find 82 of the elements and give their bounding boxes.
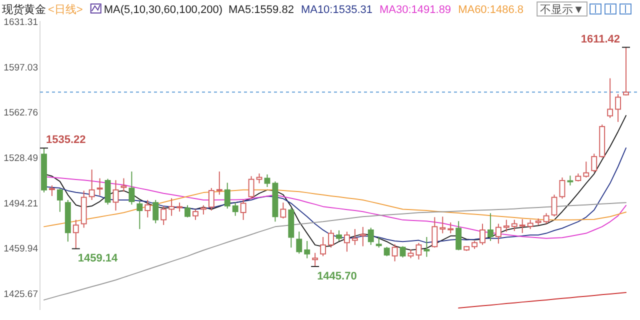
y-tick-label: 1494.21 — [4, 198, 38, 210]
candlestick — [440, 216, 446, 234]
candlestick — [48, 184, 55, 196]
line-series — [458, 292, 627, 309]
y-tick-label: 1425.67 — [4, 288, 38, 300]
candlestick — [623, 46, 629, 96]
annotation: 1535.22 — [46, 134, 86, 146]
candlestick — [503, 219, 510, 232]
candlestick — [432, 216, 438, 248]
candlestick — [72, 219, 79, 250]
candlestick — [264, 174, 270, 188]
candlestick — [567, 175, 574, 186]
candlestick — [312, 252, 318, 267]
candlestick — [519, 218, 526, 234]
candlestick — [551, 194, 558, 217]
candlestick — [232, 202, 238, 216]
text: MA30:1491.89 — [380, 4, 452, 16]
candlestick — [392, 244, 398, 262]
candlestick — [328, 229, 334, 248]
candlestick — [511, 219, 518, 232]
candlestick — [360, 226, 366, 247]
candlestick — [304, 240, 310, 259]
candlestick — [224, 182, 230, 210]
candlestick — [184, 204, 190, 218]
candlestick — [456, 220, 462, 251]
candlestick — [336, 230, 342, 242]
candlestick — [56, 188, 63, 212]
candlestick — [448, 222, 454, 234]
candlestick — [248, 176, 254, 200]
annotation: 1459.14 — [78, 252, 119, 265]
candlestick — [495, 223, 502, 244]
candlestick — [104, 178, 111, 206]
candlestick — [607, 78, 614, 118]
candlestick — [296, 231, 302, 254]
y-tick-label: 1631.31 — [4, 17, 38, 28]
candlestick — [352, 228, 358, 246]
candlestick — [583, 161, 590, 178]
annotation: 1445.70 — [317, 270, 357, 282]
y-tick-label: 1562.76 — [4, 108, 38, 119]
candlestick — [240, 199, 246, 220]
text: MA(5,10,30,60,100,200) — [104, 4, 222, 16]
candlestick — [256, 173, 262, 184]
candlestick — [200, 204, 206, 216]
y-tick-label: 1459.94 — [4, 244, 38, 255]
candlestick — [527, 219, 534, 230]
candlestick — [88, 169, 95, 200]
candlestick — [368, 227, 374, 246]
candlestick — [416, 242, 422, 260]
candlestick — [168, 198, 175, 216]
candlestick — [480, 223, 486, 246]
chart-subtitle: <日线> — [48, 3, 83, 16]
candlestick — [559, 176, 566, 200]
candlestick — [488, 212, 494, 242]
candlestick — [120, 178, 127, 192]
text: MA10:1535.31 — [300, 4, 372, 16]
chart-title: 现货黄金 — [2, 3, 46, 16]
y-tick-label: 1597.03 — [4, 62, 38, 74]
candlestick — [144, 199, 151, 218]
candlestick — [136, 200, 143, 230]
candlestick — [128, 171, 135, 206]
candlestick — [112, 180, 119, 212]
candlestick — [376, 236, 382, 248]
candlestick — [591, 153, 598, 173]
candlestick — [216, 171, 222, 196]
text: 不显示▼ — [540, 4, 584, 16]
candlestick — [344, 231, 350, 252]
annotation: 1611.42 — [580, 33, 620, 46]
candlestick — [615, 94, 622, 122]
candlestick — [208, 188, 214, 212]
candlestick — [400, 246, 406, 258]
candlestick — [280, 202, 286, 219]
candlestick — [543, 212, 550, 224]
candlestick — [384, 246, 390, 257]
candlestick — [192, 208, 198, 220]
candlestick — [160, 206, 167, 226]
candlestick — [424, 236, 430, 258]
candlestick — [96, 178, 103, 196]
candlestick — [320, 236, 326, 257]
candlestick — [152, 199, 159, 224]
text: MA60:1486.8 — [458, 4, 524, 16]
y-tick-label: 1528.49 — [4, 152, 38, 164]
text: MA5:1559.82 — [228, 4, 294, 16]
